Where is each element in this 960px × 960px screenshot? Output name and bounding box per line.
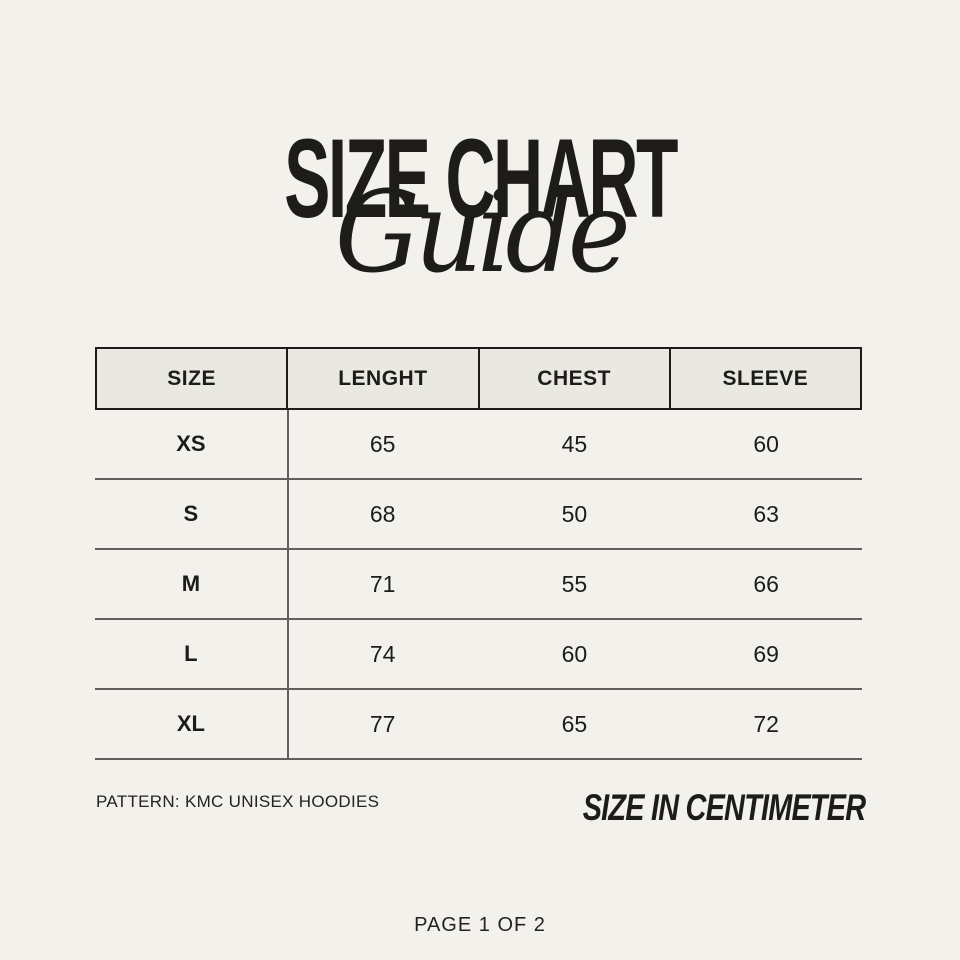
cell-chest: 65 — [561, 710, 588, 737]
table-row: XL 77 65 72 — [95, 690, 862, 760]
page-subtitle-script: Guide — [334, 168, 631, 298]
cell-chest: 55 — [561, 570, 588, 597]
table-body: XS 65 45 60 S 68 50 63 M 71 55 66 L 74 6… — [95, 410, 862, 760]
page-indicator: PAGE 1 OF 2 — [414, 914, 546, 936]
table-row: M 71 55 66 — [95, 550, 862, 620]
cell-length: 74 — [369, 640, 396, 667]
table-header-row: SIZE LENGHT CHEST SLEEVE — [95, 347, 862, 410]
pattern-note: PATTERN: KMC UNISEX HOODIES — [96, 792, 380, 811]
column-header-chest: CHEST — [477, 349, 669, 408]
cell-length: 65 — [369, 430, 396, 457]
cell-sleeve: 60 — [753, 430, 779, 457]
cell-chest: 60 — [561, 640, 588, 667]
size-column-divider — [286, 410, 289, 760]
column-header-length: LENGHT — [286, 349, 477, 408]
cell-sleeve: 63 — [753, 500, 779, 527]
table-row: XS 65 45 60 — [95, 410, 862, 480]
cell-size: XS — [176, 431, 206, 456]
unit-note: SIZE IN CENTIMETER — [582, 787, 865, 828]
column-header-sleeve: SLEEVE — [668, 349, 860, 408]
cell-sleeve: 66 — [753, 570, 779, 597]
cell-size: M — [181, 571, 201, 596]
column-header-size: SIZE — [167, 366, 216, 390]
table-row: S 68 50 63 — [95, 480, 862, 550]
cell-chest: 45 — [561, 430, 588, 457]
cell-length: 71 — [369, 570, 396, 597]
cell-size: S — [183, 501, 199, 526]
page-title: SIZE CHART — [284, 116, 678, 241]
table-row: L 74 60 69 — [95, 620, 862, 690]
cell-size: XL — [176, 711, 205, 736]
cell-length: 77 — [369, 710, 396, 737]
cell-size: L — [184, 641, 198, 666]
cell-chest: 50 — [561, 500, 588, 527]
cell-sleeve: 72 — [753, 710, 779, 737]
size-table: SIZE LENGHT CHEST SLEEVE XS 65 45 60 S 6… — [95, 347, 862, 760]
cell-sleeve: 69 — [753, 640, 779, 667]
cell-length: 68 — [369, 500, 396, 527]
